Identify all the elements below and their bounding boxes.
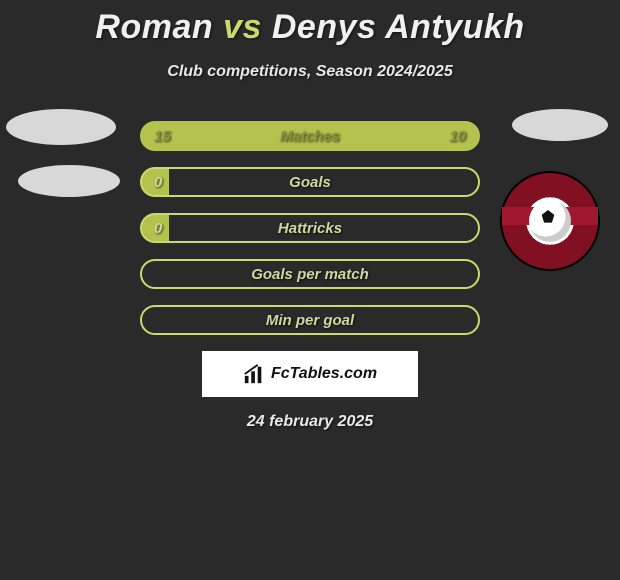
brand-text: FcTables.com: [271, 365, 377, 383]
date-text: 24 february 2025: [0, 413, 620, 431]
player-right-crest-1: [512, 109, 608, 141]
stat-rows: 15 Matches 10 0 Goals 0 Hattricks Goals …: [140, 121, 480, 335]
page-title: Roman vs Denys Antyukh: [0, 0, 620, 47]
stat-row-hattricks: 0 Hattricks: [140, 213, 480, 243]
stat-value-right: 10: [449, 128, 466, 145]
stat-label: Goals per match: [251, 266, 369, 283]
title-vs: vs: [213, 8, 272, 46]
comparison-container: ЗАРЯ 15 Matches 10 0 Goals 0 Hattricks G…: [0, 121, 620, 431]
title-left: Roman: [95, 8, 213, 46]
stat-label: Min per goal: [266, 312, 354, 329]
brand-box: FcTables.com: [202, 351, 418, 397]
stat-row-matches: 15 Matches 10: [140, 121, 480, 151]
soccer-ball-icon: [529, 200, 571, 242]
stat-value-left: 0: [154, 174, 162, 191]
stat-value-left: 15: [154, 128, 171, 145]
stat-label: Matches: [280, 128, 340, 145]
player-right-crest-2: ЗАРЯ: [500, 171, 600, 271]
subtitle: Club competitions, Season 2024/2025: [0, 63, 620, 81]
stat-label: Hattricks: [278, 220, 342, 237]
title-right: Denys Antyukh: [272, 8, 525, 46]
stat-row-min-per-goal: Min per goal: [140, 305, 480, 335]
stat-label: Goals: [289, 174, 331, 191]
player-left-crest-2: [18, 165, 120, 197]
bar-chart-icon: [243, 363, 265, 385]
stat-value-left: 0: [154, 220, 162, 237]
player-left-crest-1: [6, 109, 116, 145]
stat-row-goals: 0 Goals: [140, 167, 480, 197]
stat-row-goals-per-match: Goals per match: [140, 259, 480, 289]
